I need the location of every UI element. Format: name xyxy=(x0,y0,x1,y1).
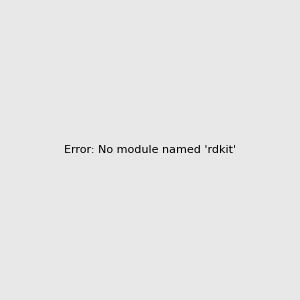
Text: Error: No module named 'rdkit': Error: No module named 'rdkit' xyxy=(64,145,236,155)
